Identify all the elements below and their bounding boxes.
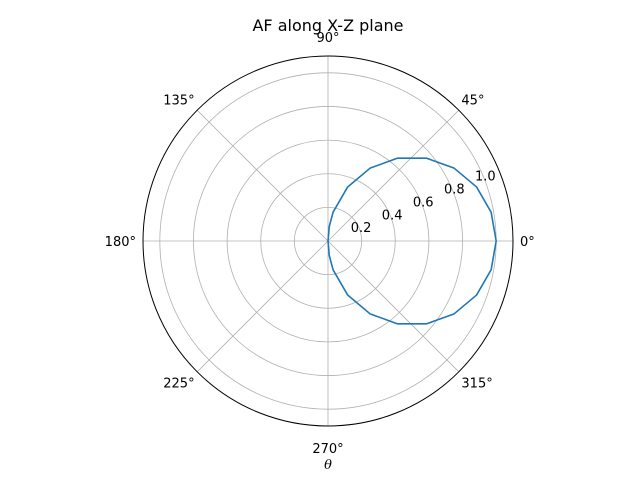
- theta-tick-labels: 0° 45° 90° 135° 180° 225° 270° 315°: [105, 31, 535, 457]
- series-point-0-6: [369, 167, 371, 169]
- r-tick-label-2: 0.6: [413, 195, 434, 210]
- series-point-0-3: [453, 167, 455, 169]
- series-point-0-21: [495, 240, 497, 242]
- theta-grid-line-1: [327, 109, 460, 242]
- series-point-0-5: [397, 157, 399, 159]
- r-tick-label-1: 0.4: [382, 208, 403, 223]
- theta-tick-label-6: 270°: [312, 442, 343, 457]
- series-point-0-11: [327, 240, 329, 242]
- theta-tick-label-7: 315°: [461, 376, 492, 391]
- r-tick-label-0: 0.2: [351, 221, 372, 236]
- series-point-0-1: [490, 211, 492, 213]
- series-point-0-8: [332, 211, 334, 213]
- series-point-0-9: [328, 226, 330, 228]
- radial-tick-labels: 0.2 0.4 0.6 0.8 1.0: [351, 170, 496, 236]
- series-point-0-18: [453, 313, 455, 315]
- x-axis-label: θ: [324, 458, 332, 473]
- theta-grid-line-3: [196, 109, 329, 242]
- series-point-0-13: [332, 269, 334, 271]
- r-tick-label-4: 1.0: [475, 170, 496, 185]
- theta-tick-label-0: 0°: [520, 235, 535, 250]
- theta-tick-label-1: 45°: [461, 94, 484, 109]
- theta-grid-line-7: [327, 240, 460, 373]
- theta-grid-line-5: [196, 240, 329, 373]
- series-point-0-20: [490, 269, 492, 271]
- r-tick-label-3: 0.8: [444, 183, 465, 198]
- series-point-0-16: [397, 323, 399, 325]
- series-point-0-14: [347, 294, 349, 296]
- series-line-0: [327, 157, 497, 325]
- series-point-0-7: [347, 186, 349, 188]
- series-point-0-4: [426, 157, 428, 159]
- series-point-0-2: [476, 186, 478, 188]
- chart-title: AF along X-Z plane: [252, 16, 403, 35]
- series-point-0-17: [426, 323, 428, 325]
- series-point-0-19: [476, 294, 478, 296]
- theta-tick-label-2: 90°: [316, 31, 339, 46]
- polar-outer-frame: [142, 55, 514, 427]
- theta-tick-label-5: 225°: [163, 376, 194, 391]
- theta-tick-label-4: 180°: [105, 235, 136, 250]
- theta-tick-label-3: 135°: [163, 94, 194, 109]
- series-layer: [327, 157, 497, 325]
- series-point-0-15: [369, 313, 371, 315]
- polar-grid: [143, 56, 513, 426]
- series-point-0-12: [328, 255, 330, 257]
